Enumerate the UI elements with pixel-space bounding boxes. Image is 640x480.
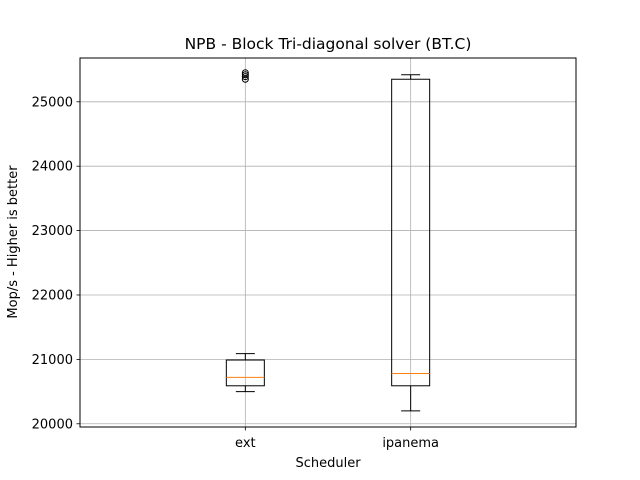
box-layer <box>225 69 431 412</box>
chart-title: NPB - Block Tri-diagonal solver (BT.C) <box>185 35 472 53</box>
outlier-point <box>241 73 249 81</box>
x-tick-label: ipanema <box>382 436 439 451</box>
outlier-point <box>241 71 249 79</box>
tick-layer: 20000 21000 22000 23000 24000 25000 ext ipanema <box>32 95 439 451</box>
y-tick-label: 22000 <box>32 288 73 303</box>
y-axis-label: Mop/s - Higher is better <box>6 165 21 319</box>
y-tick-label: 21000 <box>32 353 73 368</box>
iqr-box <box>391 78 431 387</box>
outlier-point <box>241 69 249 77</box>
x-axis-label: Scheduler <box>295 456 361 471</box>
x-tick-label: ext <box>235 436 256 451</box>
y-tick-label: 20000 <box>32 417 73 432</box>
y-tick-label: 25000 <box>32 95 73 110</box>
axes-frame <box>79 57 577 428</box>
grid-layer <box>80 58 576 427</box>
y-tick-label: 24000 <box>32 160 73 175</box>
y-tick-label: 23000 <box>32 224 73 239</box>
iqr-box <box>225 359 265 387</box>
